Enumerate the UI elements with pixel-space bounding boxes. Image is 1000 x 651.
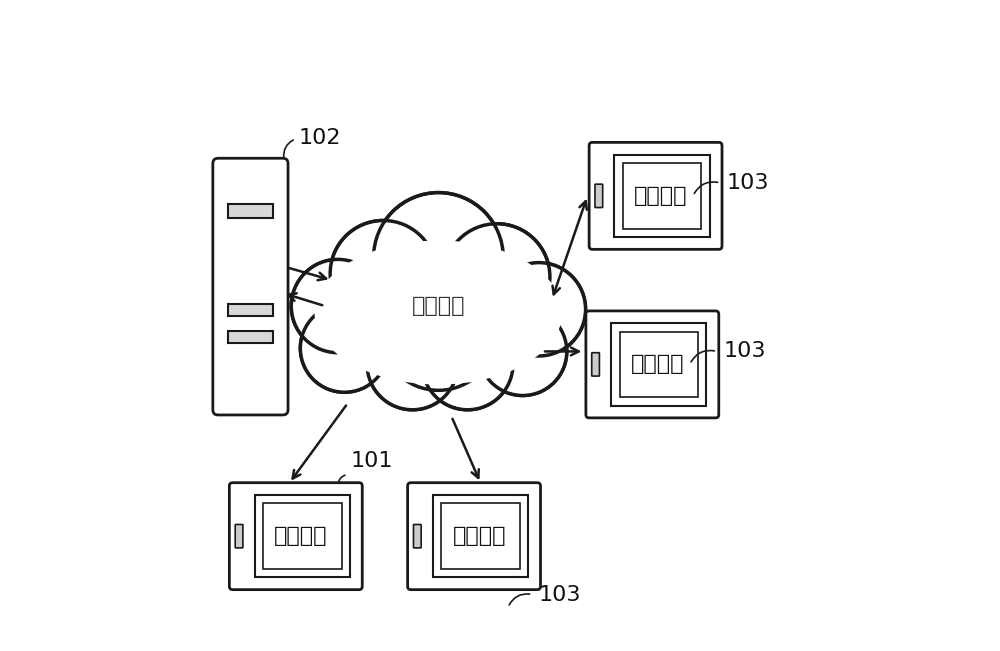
FancyBboxPatch shape — [263, 503, 342, 569]
FancyBboxPatch shape — [586, 311, 719, 418]
Circle shape — [380, 273, 497, 391]
Ellipse shape — [315, 242, 562, 384]
FancyBboxPatch shape — [213, 158, 288, 415]
Circle shape — [494, 264, 584, 355]
FancyBboxPatch shape — [441, 503, 520, 569]
Text: 102: 102 — [299, 128, 342, 148]
Text: 103: 103 — [724, 341, 766, 361]
FancyBboxPatch shape — [595, 184, 603, 208]
Circle shape — [492, 262, 586, 356]
Circle shape — [444, 224, 550, 330]
FancyBboxPatch shape — [255, 495, 350, 577]
Text: 第二终端: 第二终端 — [634, 186, 688, 206]
FancyBboxPatch shape — [614, 155, 710, 237]
Circle shape — [424, 320, 512, 408]
Circle shape — [291, 259, 385, 353]
FancyBboxPatch shape — [235, 525, 243, 548]
FancyBboxPatch shape — [228, 331, 273, 343]
Text: 第二终端: 第二终端 — [453, 526, 506, 546]
FancyBboxPatch shape — [620, 331, 698, 397]
Circle shape — [422, 319, 513, 409]
Text: 第二终端: 第二终端 — [631, 354, 684, 374]
Circle shape — [300, 304, 389, 393]
Circle shape — [293, 261, 383, 352]
FancyBboxPatch shape — [229, 482, 362, 590]
FancyBboxPatch shape — [592, 353, 599, 376]
FancyBboxPatch shape — [611, 324, 706, 406]
Circle shape — [332, 222, 435, 326]
Circle shape — [302, 305, 387, 391]
Circle shape — [480, 309, 565, 395]
Text: 第一终端: 第一终端 — [274, 526, 328, 546]
FancyBboxPatch shape — [589, 143, 722, 249]
Text: 103: 103 — [539, 585, 581, 605]
Text: 103: 103 — [727, 173, 769, 193]
FancyBboxPatch shape — [228, 304, 273, 316]
Circle shape — [368, 320, 457, 408]
Circle shape — [376, 195, 501, 320]
Text: 101: 101 — [351, 451, 393, 471]
FancyBboxPatch shape — [228, 204, 273, 217]
FancyBboxPatch shape — [408, 482, 541, 590]
Circle shape — [445, 225, 548, 329]
Circle shape — [374, 193, 503, 322]
Circle shape — [367, 319, 458, 409]
FancyBboxPatch shape — [413, 525, 421, 548]
Text: 无线网络: 无线网络 — [412, 296, 465, 316]
Circle shape — [330, 221, 436, 327]
Circle shape — [479, 307, 567, 396]
FancyBboxPatch shape — [433, 495, 528, 577]
FancyBboxPatch shape — [623, 163, 701, 229]
Circle shape — [382, 275, 495, 389]
